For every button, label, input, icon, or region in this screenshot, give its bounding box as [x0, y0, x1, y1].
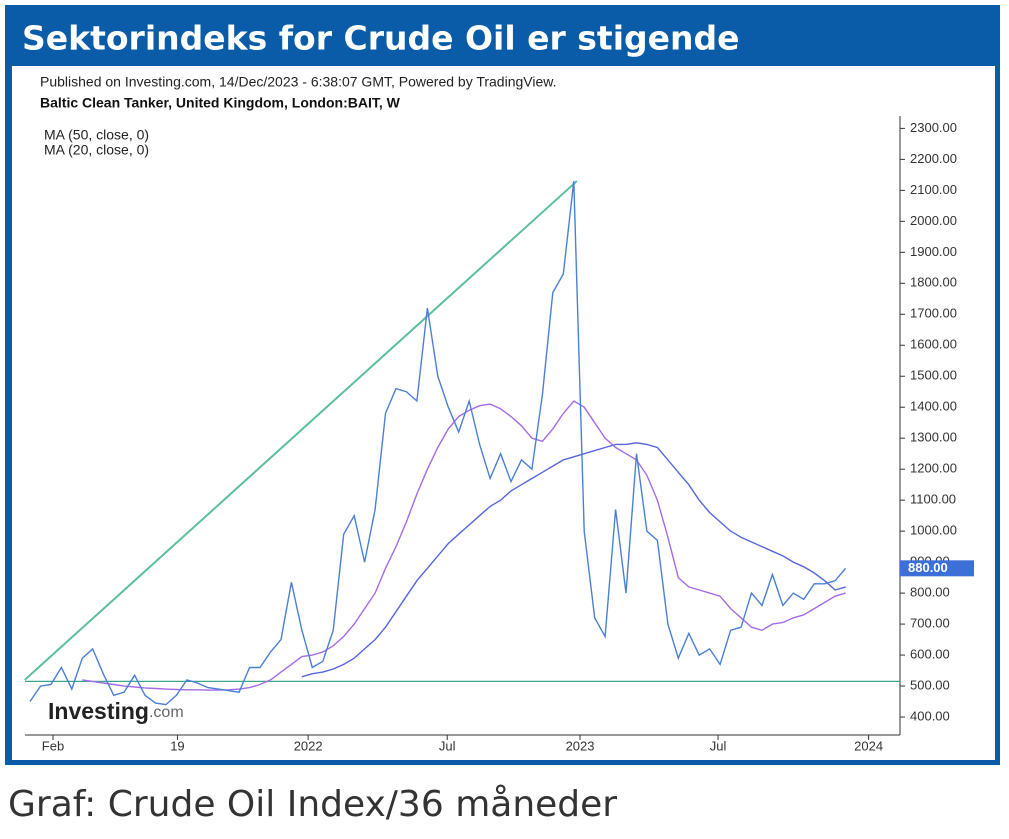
logo: Investing.com — [48, 698, 184, 724]
y-tick-label: 2100.00 — [910, 182, 957, 197]
x-tick-label: 2023 — [566, 738, 595, 753]
x-tick-label: 2022 — [294, 738, 323, 753]
y-tick-label: 600.00 — [910, 647, 950, 662]
y-tick-label: 1900.00 — [910, 244, 957, 259]
y-tick-label: 1700.00 — [910, 306, 957, 321]
price-label: 880.00 — [908, 560, 948, 575]
chart-panel — [12, 66, 995, 760]
x-tick-label: Jul — [710, 738, 727, 753]
series-line — [301, 442, 846, 678]
caption: Graf: Crude Oil Index/36 måneder — [8, 784, 617, 825]
y-tick-label: 400.00 — [910, 708, 950, 723]
y-tick-label: 2000.00 — [910, 213, 957, 228]
x-tick-label: 2024 — [854, 738, 883, 753]
subtitle: Published on Investing.com, 14/Dec/2023 … — [40, 74, 556, 90]
y-tick-label: 1400.00 — [910, 399, 957, 414]
y-tick-label: 1600.00 — [910, 337, 957, 352]
y-tick-label: 1000.00 — [910, 523, 957, 538]
logo-text: Investing — [48, 698, 149, 724]
y-tick-label: 1500.00 — [910, 368, 957, 383]
series-line — [29, 181, 847, 706]
x-tick-label: Feb — [42, 738, 64, 753]
y-tick-label: 1800.00 — [910, 275, 957, 290]
x-tick-label: Jul — [439, 738, 456, 753]
x-tick-label: 19 — [170, 738, 184, 753]
y-tick-label: 1200.00 — [910, 461, 957, 476]
y-tick-label: 500.00 — [910, 677, 950, 692]
y-tick-label: 800.00 — [910, 585, 950, 600]
trend-line — [24, 180, 578, 681]
y-tick-label: 1300.00 — [910, 430, 957, 445]
series-line — [82, 400, 846, 691]
logo-suffix: .com — [149, 704, 184, 721]
y-tick-label: 2300.00 — [910, 120, 957, 135]
series-title: Baltic Clean Tanker, United Kingdom, Lon… — [40, 95, 401, 111]
legend-entry: MA (20, close, 0) — [44, 142, 149, 158]
price-label-box — [900, 560, 974, 577]
y-tick-label: 1100.00 — [910, 492, 956, 507]
y-tick-label: 700.00 — [910, 616, 950, 631]
legend-entry: MA (50, close, 0) — [44, 127, 149, 143]
y-tick-label: 2200.00 — [910, 151, 957, 166]
title: Sektorindeks for Crude Oil er stigende — [22, 19, 740, 58]
